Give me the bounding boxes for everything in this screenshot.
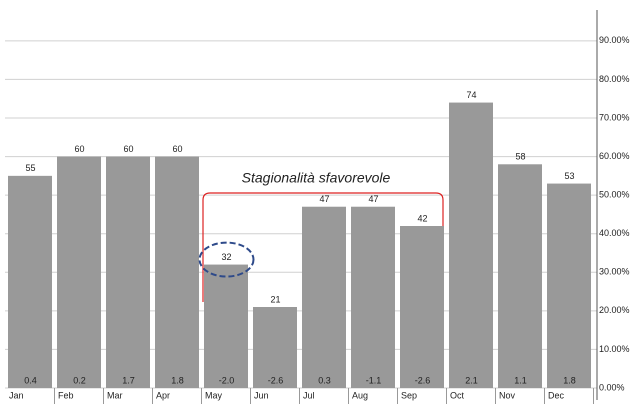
bar: [57, 156, 101, 388]
value-label: 47: [368, 194, 378, 204]
y-tick-label: 60.00%: [599, 151, 630, 161]
bottom-label: -1.1: [366, 375, 382, 385]
bottom-label: 1.8: [171, 375, 184, 385]
y-tick-label: 70.00%: [599, 112, 630, 122]
bar: [547, 183, 591, 388]
bottom-label: 2.1: [465, 375, 478, 385]
bar: [302, 206, 346, 388]
x-tick-label: Jan: [9, 390, 24, 400]
bottom-label: 0.2: [73, 375, 86, 385]
bar: [449, 102, 493, 389]
bottom-label: 1.7: [122, 375, 135, 385]
y-tick-label: 50.00%: [599, 190, 630, 200]
value-label: 42: [417, 213, 427, 223]
bottom-label: 0.3: [318, 375, 331, 385]
x-tick-label: Apr: [156, 390, 170, 400]
bar: [253, 307, 297, 388]
y-tick-label: 30.00%: [599, 267, 630, 277]
bar: [106, 156, 150, 388]
bottom-label: 1.1: [514, 375, 527, 385]
bar: [8, 175, 52, 388]
bottom-label: 0.4: [24, 375, 37, 385]
x-tick-label: Dec: [548, 390, 565, 400]
y-tick-label: 0.00%: [599, 382, 625, 392]
bar: [498, 164, 542, 388]
bracket: [202, 192, 444, 302]
bar: [400, 226, 444, 388]
x-tick-label: May: [205, 390, 223, 400]
y-tick-label: 20.00%: [599, 305, 630, 315]
y-tick-label: 40.00%: [599, 228, 630, 238]
value-label: 32: [221, 252, 231, 262]
x-tick-label: Jul: [303, 390, 315, 400]
bottom-label: -2.6: [268, 375, 284, 385]
x-tick-label: Nov: [499, 390, 516, 400]
value-label: 60: [172, 144, 182, 154]
y-tick-label: 10.00%: [599, 344, 630, 354]
x-tick-label: Aug: [352, 390, 368, 400]
value-label: 58: [515, 152, 525, 162]
value-label: 60: [123, 144, 133, 154]
bottom-label: -2.0: [219, 375, 235, 385]
value-label: 53: [564, 171, 574, 181]
x-tick-label: Jun: [254, 390, 269, 400]
y-tick-label: 90.00%: [599, 35, 630, 45]
bottom-label: -2.6: [415, 375, 431, 385]
bottom-label: 1.8: [563, 375, 576, 385]
bar: [204, 264, 248, 388]
x-tick-label: Sep: [401, 390, 417, 400]
value-label: 60: [74, 144, 84, 154]
value-label: 47: [319, 194, 329, 204]
value-label: 21: [270, 294, 280, 304]
bar: [351, 206, 395, 388]
annotation: Stagionalità sfavorevole: [242, 170, 391, 186]
x-tick-label: Feb: [58, 390, 74, 400]
value-label: 74: [466, 90, 476, 100]
highlight-ellipse: [198, 241, 255, 278]
value-label: 55: [25, 163, 35, 173]
y-tick-label: 80.00%: [599, 74, 630, 84]
x-tick-label: Oct: [450, 390, 465, 400]
bar: [155, 156, 199, 388]
x-tick-label: Mar: [107, 390, 123, 400]
